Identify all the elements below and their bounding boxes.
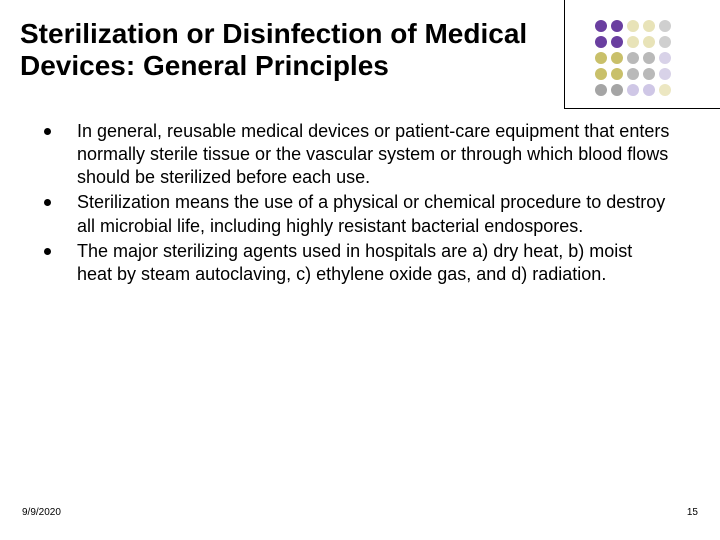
decor-dot (611, 20, 623, 32)
bullet-text: Sterilization means the use of a physica… (77, 191, 670, 237)
decor-dot (627, 84, 639, 96)
decor-dot (659, 84, 671, 96)
decor-dot (627, 52, 639, 64)
divider-horizontal (564, 108, 720, 109)
bullet-marker-icon (44, 128, 51, 135)
footer-date: 9/9/2020 (22, 507, 61, 518)
decor-dot (659, 20, 671, 32)
decor-dot (627, 36, 639, 48)
footer: 9/9/2020 15 (22, 507, 698, 518)
decor-dot (611, 84, 623, 96)
decor-dot (659, 36, 671, 48)
decorative-dot-grid (595, 20, 671, 96)
decor-dot (643, 20, 655, 32)
bullet-item: In general, reusable medical devices or … (38, 120, 670, 189)
decor-dot (627, 20, 639, 32)
decor-dot (659, 52, 671, 64)
bullet-marker-icon (44, 199, 51, 206)
footer-page-number: 15 (687, 507, 698, 518)
bullet-text: In general, reusable medical devices or … (77, 120, 670, 189)
content-area: In general, reusable medical devices or … (20, 120, 700, 285)
decor-dot (611, 52, 623, 64)
slide-title: Sterilization or Disinfection of Medical… (20, 18, 580, 82)
decor-dot (595, 52, 607, 64)
bullet-marker-icon (44, 248, 51, 255)
bullet-list: In general, reusable medical devices or … (38, 120, 670, 285)
bullet-item: The major sterilizing agents used in hos… (38, 240, 670, 286)
decor-dot (643, 84, 655, 96)
decor-dot (611, 36, 623, 48)
decor-dot (595, 36, 607, 48)
decor-dot (659, 68, 671, 80)
decor-dot (643, 36, 655, 48)
slide: Sterilization or Disinfection of Medical… (0, 0, 720, 540)
decor-dot (595, 68, 607, 80)
bullet-item: Sterilization means the use of a physica… (38, 191, 670, 237)
bullet-text: The major sterilizing agents used in hos… (77, 240, 670, 286)
divider-vertical (564, 0, 565, 108)
decor-dot (643, 52, 655, 64)
decor-dot (595, 20, 607, 32)
decor-dot (611, 68, 623, 80)
decor-dot (595, 84, 607, 96)
decor-dot (627, 68, 639, 80)
decor-dot (643, 68, 655, 80)
